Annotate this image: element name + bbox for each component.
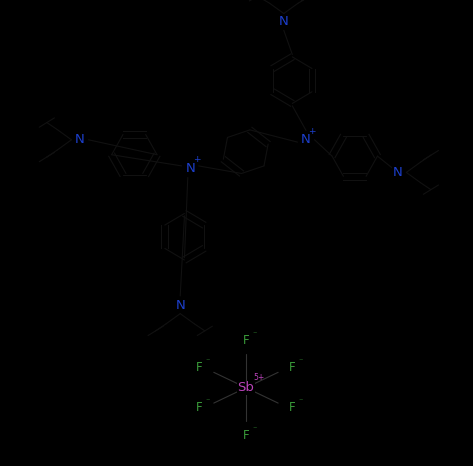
Text: ⁻: ⁻ (298, 356, 303, 366)
Text: N: N (279, 15, 289, 28)
Text: N: N (393, 166, 403, 179)
Text: ⁻: ⁻ (298, 397, 303, 406)
Text: ⁻: ⁻ (206, 397, 210, 406)
Text: N: N (301, 133, 311, 146)
Text: ⁻: ⁻ (252, 424, 257, 433)
Text: F: F (289, 401, 296, 414)
Text: N: N (75, 133, 85, 146)
Text: ⁻: ⁻ (252, 329, 257, 338)
Text: +: + (193, 155, 200, 164)
Text: F: F (196, 401, 203, 414)
Text: N: N (185, 162, 195, 175)
Text: F: F (196, 361, 203, 374)
Text: F: F (289, 361, 296, 374)
Text: F: F (243, 334, 249, 347)
Text: +: + (308, 127, 316, 136)
Text: 5+: 5+ (254, 373, 265, 382)
Text: F: F (243, 429, 249, 442)
Text: N: N (175, 299, 185, 312)
Text: ⁻: ⁻ (206, 356, 210, 366)
Text: Sb: Sb (237, 381, 254, 394)
